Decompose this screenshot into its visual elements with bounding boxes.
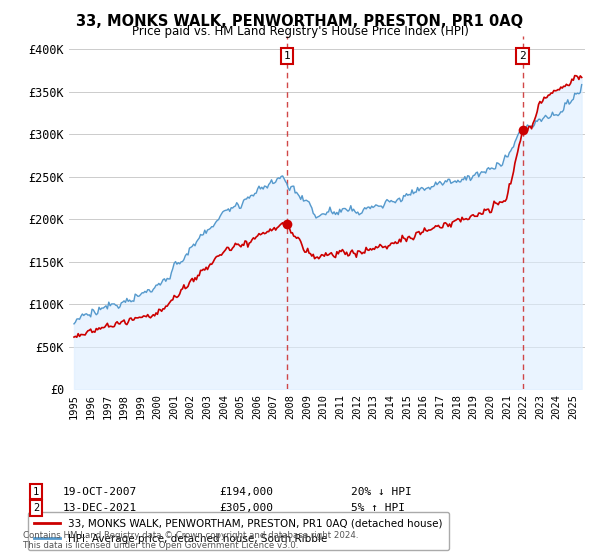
Text: £305,000: £305,000 — [219, 503, 273, 513]
Text: 2: 2 — [519, 51, 526, 61]
Text: 1: 1 — [33, 487, 39, 497]
Text: Price paid vs. HM Land Registry's House Price Index (HPI): Price paid vs. HM Land Registry's House … — [131, 25, 469, 38]
Text: 5% ↑ HPI: 5% ↑ HPI — [351, 503, 405, 513]
Text: £194,000: £194,000 — [219, 487, 273, 497]
Text: Contains HM Land Registry data © Crown copyright and database right 2024.
This d: Contains HM Land Registry data © Crown c… — [23, 530, 358, 550]
Text: 2: 2 — [33, 503, 39, 513]
Text: 19-OCT-2007: 19-OCT-2007 — [63, 487, 137, 497]
Text: 13-DEC-2021: 13-DEC-2021 — [63, 503, 137, 513]
Legend: 33, MONKS WALK, PENWORTHAM, PRESTON, PR1 0AQ (detached house), HPI: Average pric: 33, MONKS WALK, PENWORTHAM, PRESTON, PR1… — [28, 512, 449, 550]
Text: 1: 1 — [284, 51, 290, 61]
Text: 20% ↓ HPI: 20% ↓ HPI — [351, 487, 412, 497]
Text: 33, MONKS WALK, PENWORTHAM, PRESTON, PR1 0AQ: 33, MONKS WALK, PENWORTHAM, PRESTON, PR1… — [76, 14, 524, 29]
